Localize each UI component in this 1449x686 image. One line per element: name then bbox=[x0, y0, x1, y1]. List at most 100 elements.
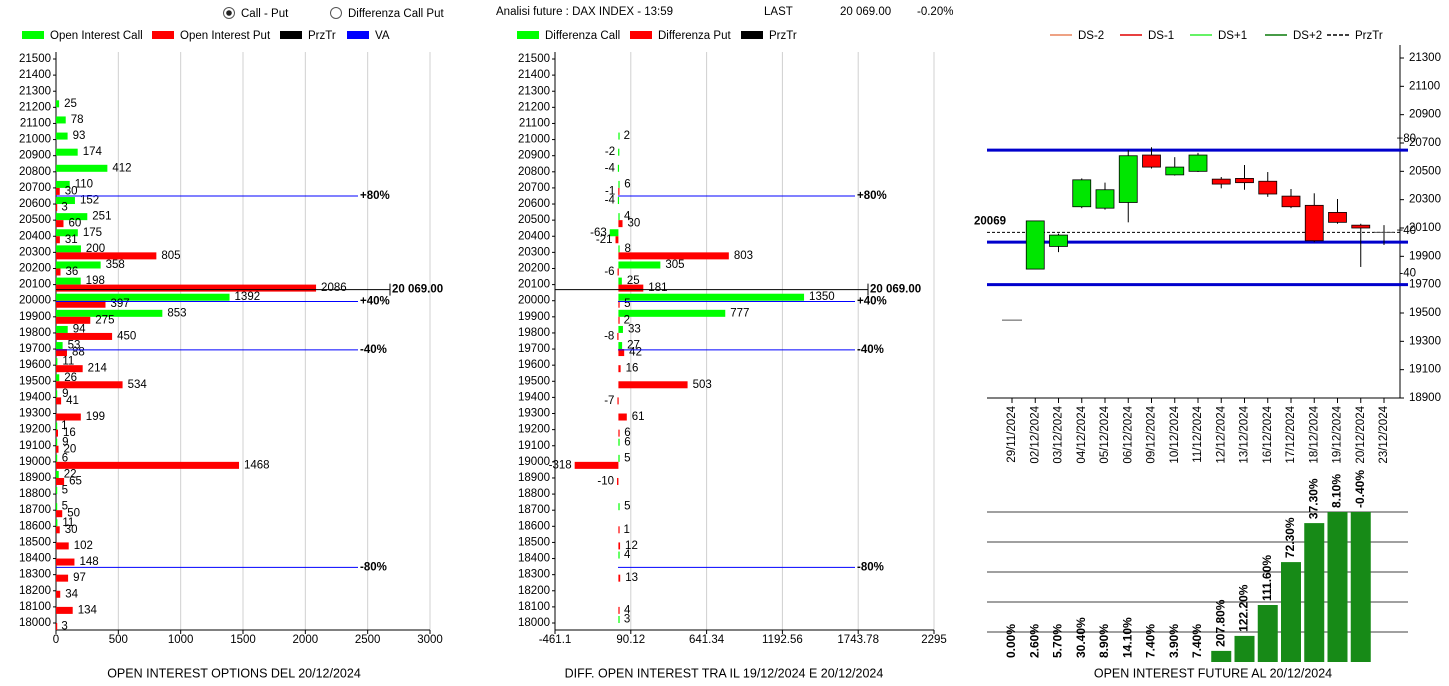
x-tick-label: 2295 bbox=[921, 634, 947, 646]
legend-label: Differenza Call bbox=[545, 30, 620, 42]
data-label: 6 bbox=[624, 178, 630, 190]
legend-swatch bbox=[152, 31, 174, 39]
y-tick-label: 18600 bbox=[518, 520, 550, 532]
data-label: 4 bbox=[624, 549, 631, 561]
data-label: -318 bbox=[549, 459, 572, 471]
bar bbox=[618, 245, 620, 253]
radio-label[interactable]: Differenza Call Put bbox=[348, 8, 444, 20]
bar bbox=[618, 438, 620, 446]
data-label: 33 bbox=[628, 323, 641, 335]
x-tick-label: 16/12/2024 bbox=[1262, 405, 1274, 463]
radio[interactable] bbox=[330, 7, 342, 19]
data-label: 16 bbox=[63, 427, 76, 439]
data-label: 30 bbox=[65, 524, 78, 536]
data-label: 805 bbox=[161, 250, 180, 262]
bar bbox=[56, 503, 58, 511]
bar bbox=[56, 229, 78, 237]
va-label: -40% bbox=[857, 344, 884, 356]
bar bbox=[618, 180, 620, 188]
y-tick-label: 20300 bbox=[1409, 194, 1441, 206]
level-label: +40 bbox=[1396, 225, 1416, 237]
data-label: 50 bbox=[67, 508, 80, 520]
y-tick-label: 21200 bbox=[518, 101, 550, 113]
data-label: 11 bbox=[62, 356, 74, 368]
bar bbox=[56, 445, 59, 453]
candle-body bbox=[1049, 234, 1068, 247]
y-tick-label: 20900 bbox=[1409, 109, 1441, 121]
przTr-label: 20 069.00 bbox=[392, 284, 443, 296]
bar bbox=[56, 197, 75, 205]
bar bbox=[56, 422, 58, 430]
y-tick-label: 21100 bbox=[1409, 80, 1440, 92]
y-tick-label: 19000 bbox=[518, 456, 550, 468]
data-label: 174 bbox=[83, 146, 103, 158]
chart-title: OPEN INTEREST OPTIONS DEL 20/12/2024 bbox=[107, 666, 361, 680]
bar bbox=[56, 245, 81, 253]
legend-label: Open Interest Call bbox=[50, 30, 143, 42]
data-label: 3 bbox=[61, 621, 67, 633]
bar bbox=[56, 342, 63, 350]
y-tick-label: 20000 bbox=[19, 295, 51, 307]
y-tick-label: 20800 bbox=[19, 166, 51, 178]
x-tick-label: 13/12/2024 bbox=[1239, 405, 1251, 463]
y-tick-label: 20500 bbox=[1409, 165, 1441, 177]
bar bbox=[618, 187, 620, 195]
y-tick-label: 19400 bbox=[19, 391, 51, 403]
data-label: 31 bbox=[65, 234, 78, 246]
data-label: 1468 bbox=[244, 459, 270, 471]
data-label: 2 bbox=[624, 130, 630, 142]
bar bbox=[56, 148, 78, 156]
y-tick-label: 21500 bbox=[19, 53, 51, 65]
data-label: 11 bbox=[62, 517, 74, 529]
data-label: 94 bbox=[73, 323, 86, 335]
x-tick-label: 0 bbox=[53, 634, 59, 646]
candle-body bbox=[1025, 220, 1045, 270]
legend-label: DS-2 bbox=[1078, 30, 1104, 42]
bar bbox=[56, 220, 64, 228]
y-tick-label: 20100 bbox=[1409, 222, 1441, 234]
data-label: 803 bbox=[734, 250, 753, 262]
change-label: -0.40% bbox=[1353, 470, 1367, 508]
candle-body bbox=[1072, 179, 1092, 208]
y-tick-label: 20400 bbox=[518, 230, 550, 242]
data-label: 8 bbox=[625, 243, 631, 255]
x-tick-label: 18/12/2024 bbox=[1308, 405, 1320, 463]
y-tick-label: 18400 bbox=[19, 553, 51, 565]
y-tick-label: 18500 bbox=[19, 536, 51, 548]
candle-body bbox=[1235, 178, 1254, 184]
y-tick-label: 19400 bbox=[518, 391, 550, 403]
data-label: 200 bbox=[86, 243, 105, 255]
y-tick-label: 21000 bbox=[518, 134, 550, 146]
bar bbox=[609, 229, 619, 237]
bar bbox=[56, 374, 60, 382]
y-tick-label: 20700 bbox=[19, 182, 51, 194]
data-label: -7 bbox=[604, 395, 614, 407]
bar bbox=[56, 100, 60, 108]
data-label: 1 bbox=[61, 420, 67, 432]
change-label: 122.20% bbox=[1237, 584, 1251, 632]
y-tick-label: 20000 bbox=[518, 295, 550, 307]
y-tick-label: 19900 bbox=[19, 311, 51, 323]
x-tick-label: 04/12/2024 bbox=[1076, 405, 1088, 463]
y-tick-label: 20700 bbox=[1409, 137, 1441, 149]
data-label: 251 bbox=[92, 211, 111, 223]
y-tick-label: 18600 bbox=[19, 520, 51, 532]
bar bbox=[56, 268, 61, 276]
change-label: 3.90% bbox=[1167, 624, 1181, 658]
bar bbox=[618, 429, 620, 437]
bar bbox=[56, 381, 123, 389]
bar bbox=[56, 252, 157, 260]
data-label: 97 bbox=[73, 572, 86, 584]
bar bbox=[56, 277, 81, 285]
data-label: 275 bbox=[95, 314, 114, 326]
y-tick-label: 19900 bbox=[1409, 250, 1441, 262]
radio-label[interactable]: Call - Put bbox=[241, 8, 289, 20]
bar bbox=[618, 309, 726, 317]
data-label: 2 bbox=[624, 314, 630, 326]
legend-swatch bbox=[741, 31, 763, 39]
va-label: +80% bbox=[360, 190, 390, 202]
y-tick-label: 20700 bbox=[518, 182, 550, 194]
y-tick-label: 19500 bbox=[1409, 307, 1441, 319]
y-tick-label: 20200 bbox=[518, 263, 550, 275]
x-tick-label: 11/12/2024 bbox=[1192, 405, 1204, 462]
